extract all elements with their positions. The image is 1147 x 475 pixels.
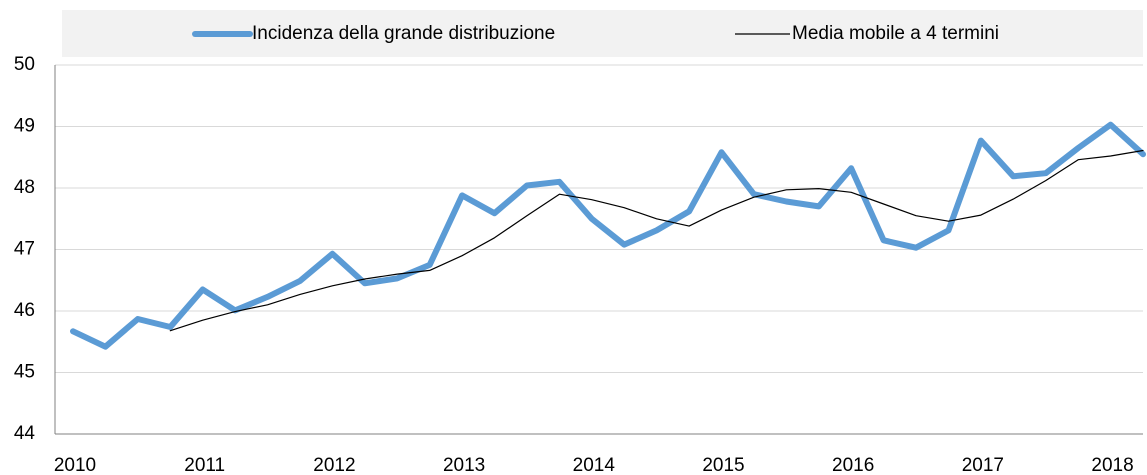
- legend-label: Incidenza della grande distribuzione: [252, 23, 555, 44]
- x-tick-label: 2014: [573, 455, 616, 475]
- x-tick-label: 2017: [962, 455, 1004, 475]
- x-tick-label: 2016: [832, 455, 874, 475]
- y-tick-label: 46: [14, 300, 35, 321]
- x-tick-label: 2018: [1091, 455, 1133, 475]
- series-line: [169, 149, 1144, 332]
- x-tick-label: 2013: [443, 455, 485, 475]
- x-tick-label: 2011: [184, 455, 225, 475]
- y-tick-label: 45: [14, 362, 35, 383]
- y-tick-label: 44: [14, 423, 36, 444]
- series-line: [70, 121, 1146, 350]
- legend-label: Media mobile a 4 termini: [792, 23, 999, 44]
- x-tick-label: 2012: [313, 455, 355, 475]
- y-tick-label: 47: [14, 239, 35, 260]
- y-tick-label: 49: [14, 116, 35, 137]
- y-tick-label: 48: [14, 177, 35, 198]
- y-tick-label: 50: [14, 54, 35, 75]
- x-tick-label: 2015: [702, 455, 744, 475]
- x-tick-label: 2010: [54, 455, 96, 475]
